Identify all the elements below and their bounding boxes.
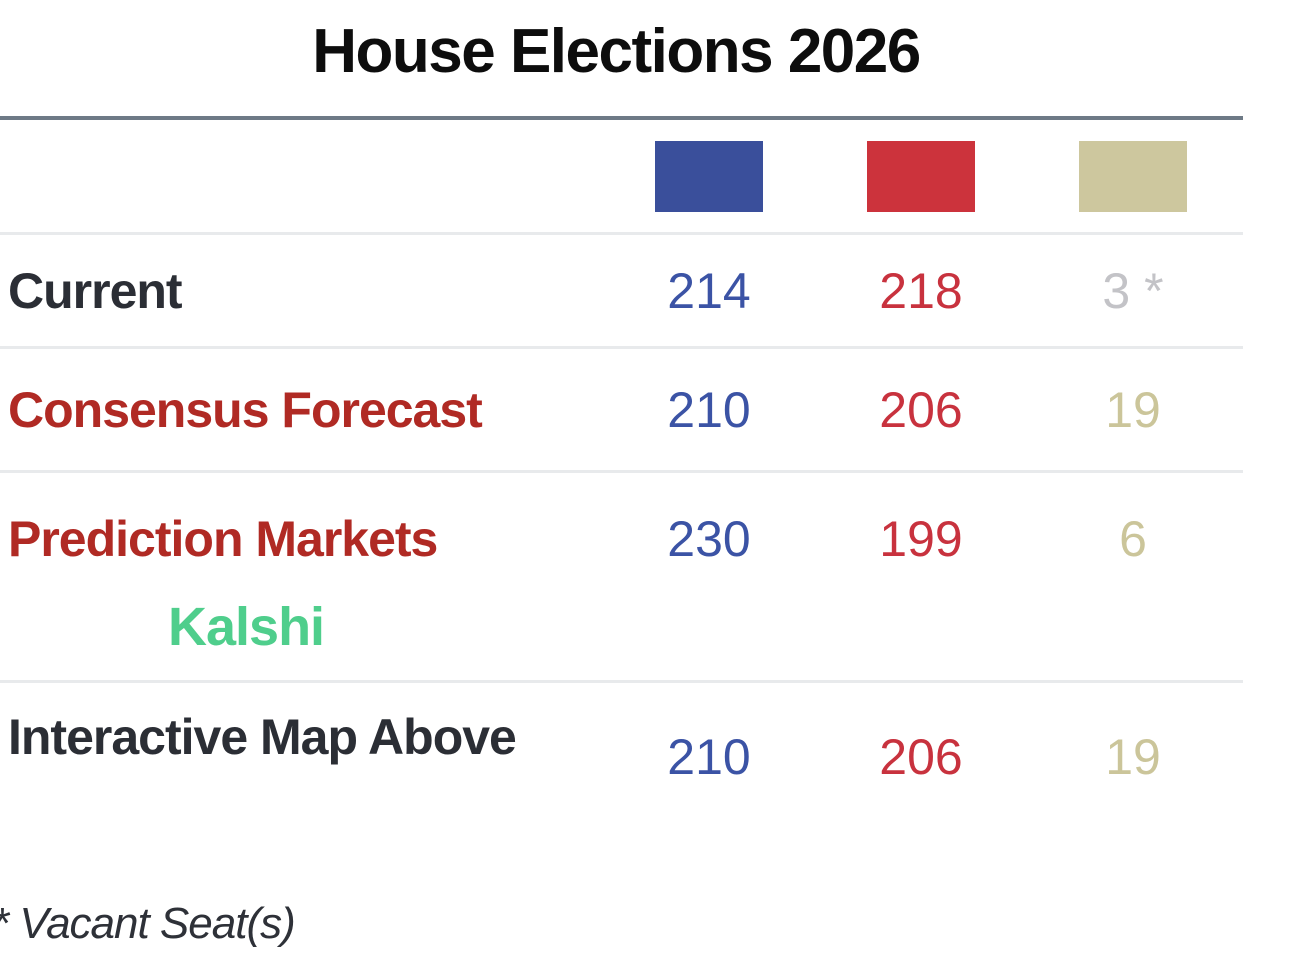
democratic-color-swatch <box>655 140 763 212</box>
table-row-current: Current 214 218 3 * <box>0 235 1243 350</box>
prediction-tossup-value: 6 <box>1119 511 1147 568</box>
consensus-blue-value: 210 <box>667 381 751 438</box>
tossup-color-swatch <box>1079 140 1187 212</box>
interactive-tossup-value: 19 <box>1105 729 1161 786</box>
interactive-blue-value: 210 <box>667 729 751 786</box>
row-label-consensus-forecast: Consensus Forecast <box>8 381 483 438</box>
consensus-red-value: 206 <box>879 381 963 438</box>
table-row-interactive-map: Interactive Map Above 210 206 19 <box>0 683 1243 883</box>
current-blue-value: 214 <box>667 262 751 319</box>
row-label-interactive-map: Interactive Map Above <box>8 709 517 766</box>
republican-color-swatch <box>867 140 975 212</box>
interactive-red-value: 206 <box>879 729 963 786</box>
page-title: House Elections 2026 <box>312 17 921 86</box>
row-label-prediction-markets: Prediction Markets <box>8 511 438 568</box>
consensus-tossup-value: 19 <box>1105 381 1161 438</box>
prediction-blue-value: 230 <box>667 511 751 568</box>
vacant-seats-footnote: * Vacant Seat(s) <box>0 899 296 949</box>
current-red-value: 218 <box>879 262 963 319</box>
title-divider <box>0 116 1243 121</box>
prediction-red-value: 199 <box>879 511 963 568</box>
current-vacant-value: 3 * <box>1102 262 1164 319</box>
legend-row <box>0 120 1243 236</box>
table-row-consensus-forecast: Consensus Forecast 210 206 19 <box>0 349 1243 474</box>
kalshi-link[interactable]: Kalshi <box>168 597 325 658</box>
table-row-prediction-markets: Prediction Markets Kalshi 230 199 6 <box>0 473 1243 684</box>
row-label-current: Current <box>8 262 183 319</box>
